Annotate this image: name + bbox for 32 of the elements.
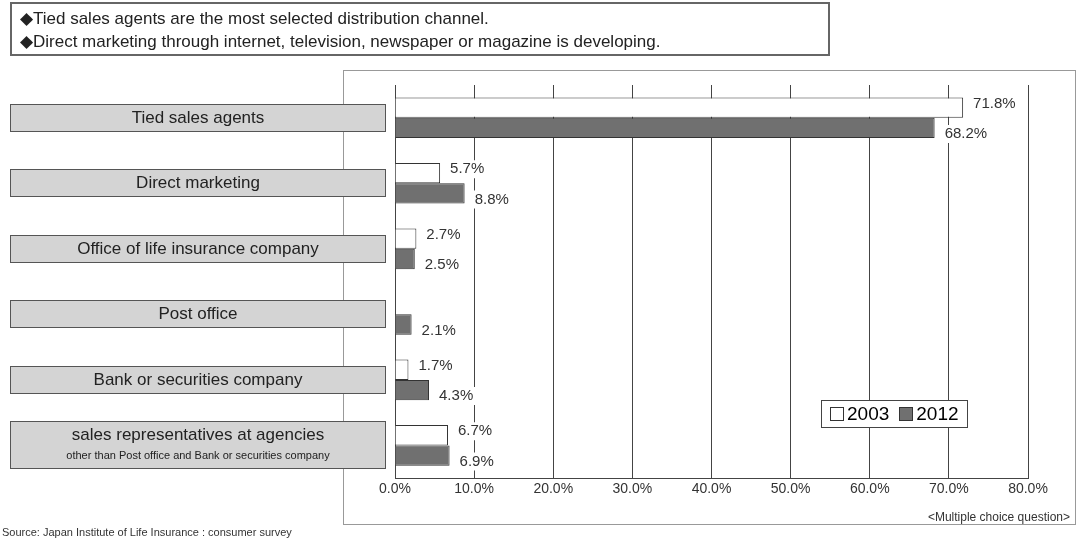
data-label: 71.8% bbox=[973, 93, 1016, 111]
data-label: 2.5% bbox=[424, 255, 459, 273]
data-label: 8.8% bbox=[474, 189, 509, 207]
x-tick-label: 70.0% bbox=[929, 480, 969, 497]
x-tick-label: 30.0% bbox=[612, 480, 653, 497]
source-note: Source: Japan Institute of Life Insurance : consumer survey bbox=[2, 526, 292, 538]
data-label: 6.9% bbox=[459, 451, 494, 469]
x-tick-label: 60.0% bbox=[849, 480, 890, 497]
x-tick-label: 0.0% bbox=[379, 480, 411, 497]
y-tick-label: Office of life insurance company bbox=[10, 234, 386, 263]
text: ◆Tied sales agents are the most selected distribution channel. bbox=[20, 8, 490, 30]
x-tick-label: 10.0% bbox=[454, 480, 494, 497]
text: 2003 bbox=[846, 403, 890, 426]
data-label: 6.7% bbox=[458, 421, 493, 439]
data-label: 2.7% bbox=[426, 224, 461, 242]
data-label: 68.2% bbox=[944, 124, 988, 142]
y-tick-label: sales representatives at agencies other than Post office and Bank or securities company bbox=[10, 421, 386, 470]
text: <Multiple choice question> bbox=[927, 510, 1070, 524]
y-tick-label: Direct marketing bbox=[10, 169, 386, 198]
x-tick-label: 80.0% bbox=[1008, 480, 1048, 497]
legend-label: 2012 bbox=[915, 403, 959, 426]
y-tick-label: Tied sales agents bbox=[10, 103, 386, 132]
data-label: 5.7% bbox=[450, 159, 485, 177]
y-tick-label: Post office bbox=[10, 300, 386, 329]
x-tick-label: 20.0% bbox=[533, 480, 574, 497]
y-tick-label: Bank or securities company bbox=[10, 365, 386, 394]
x-tick-label: 50.0% bbox=[770, 480, 811, 497]
x-tick-label: 40.0% bbox=[691, 480, 732, 497]
data-label: 4.3% bbox=[439, 386, 474, 404]
chart-subtitle: ◆Direct marketing through internet, television, newspaper or magazine is developing. bbox=[20, 31, 662, 53]
data-label: 2.1% bbox=[421, 320, 456, 338]
data-label: 1.7% bbox=[418, 355, 453, 373]
